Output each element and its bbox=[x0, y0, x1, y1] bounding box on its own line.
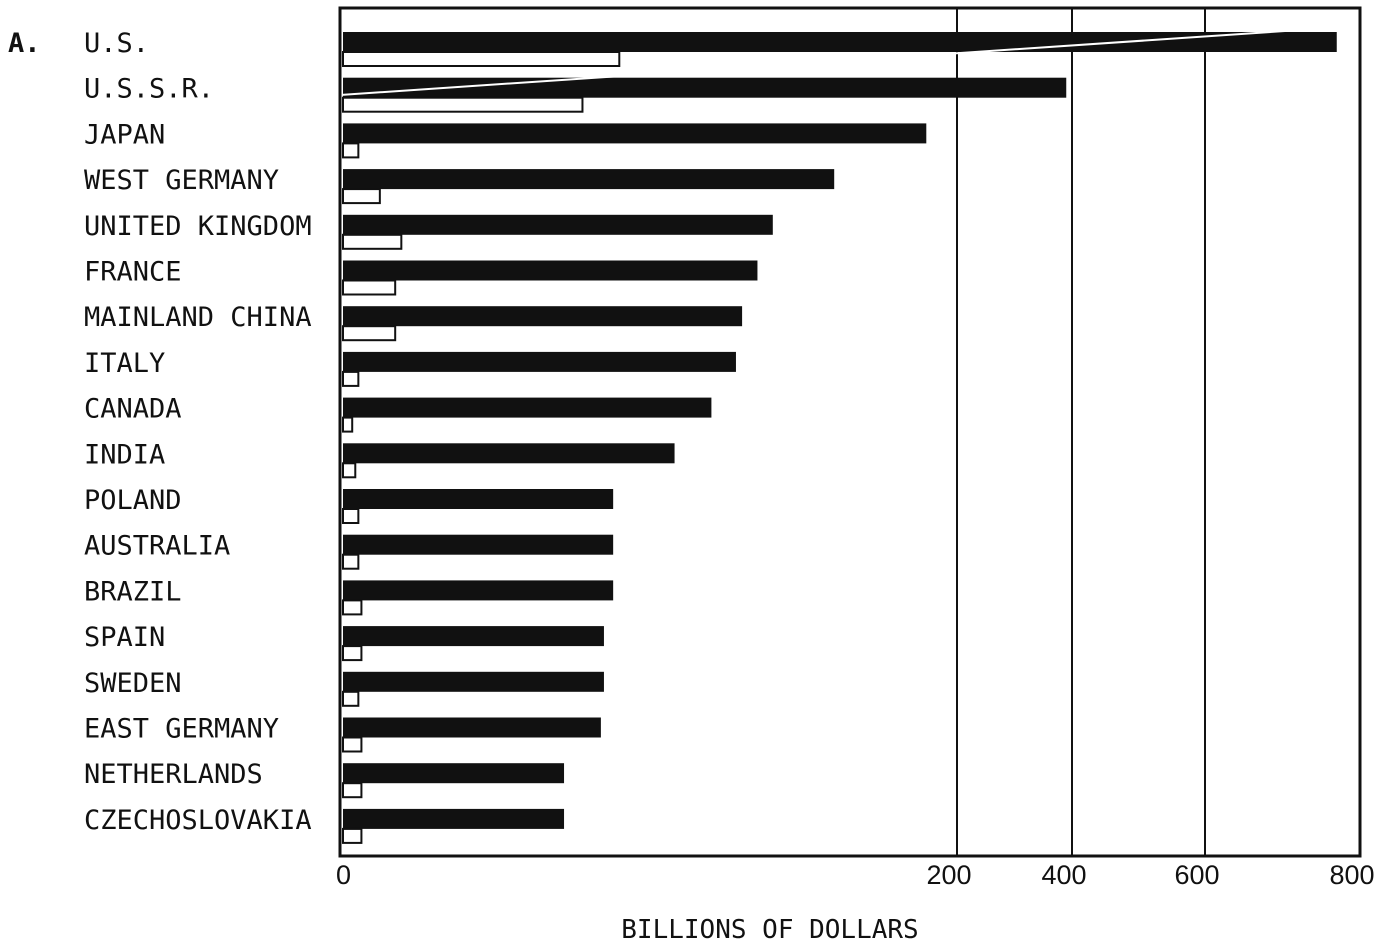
x-axis-label: BILLIONS OF DOLLARS bbox=[621, 915, 918, 944]
x-tick-600: 600 bbox=[1174, 860, 1219, 890]
category-label: SPAIN bbox=[84, 622, 165, 653]
category-label: SWEDEN bbox=[84, 668, 182, 699]
bar-outline bbox=[342, 416, 354, 433]
bar-solid bbox=[343, 169, 835, 190]
panel-label: A. bbox=[8, 28, 41, 59]
bar-solid bbox=[343, 580, 614, 601]
category-label: UNITED KINGDOM bbox=[84, 211, 312, 242]
bar-solid bbox=[343, 489, 614, 509]
category-label: WEST GERMANY bbox=[84, 165, 279, 196]
category-label: CZECHOSLOVAKIA bbox=[84, 805, 312, 836]
category-label: MAINLAND CHINA bbox=[84, 302, 312, 333]
bars-group bbox=[339, 29, 1337, 844]
category-label: ITALY bbox=[84, 348, 165, 379]
bar-outline bbox=[342, 96, 584, 113]
bar-outline bbox=[342, 51, 621, 67]
category-label: POLAND bbox=[84, 485, 182, 516]
category-label: JAPAN bbox=[84, 119, 165, 150]
category-label: INDIA bbox=[84, 439, 165, 470]
category-label: EAST GERMANY bbox=[84, 714, 279, 745]
bar-outline bbox=[342, 690, 360, 707]
grid-lines bbox=[956, 8, 1206, 856]
bar-outline bbox=[342, 736, 363, 753]
bar-outline bbox=[342, 188, 381, 205]
bar-solid bbox=[343, 260, 758, 281]
bar-outline bbox=[342, 782, 363, 799]
bar-solid bbox=[343, 534, 614, 555]
category-label: U.S.S.R. bbox=[84, 74, 214, 105]
bar-solid bbox=[343, 123, 927, 144]
category-label: CANADA bbox=[84, 394, 182, 425]
x-tick-800: 800 bbox=[1329, 860, 1374, 890]
category-label: BRAZIL bbox=[84, 576, 182, 607]
bar-solid bbox=[343, 351, 736, 372]
plot-frame bbox=[338, 6, 1362, 858]
bar-solid bbox=[343, 808, 565, 829]
x-tick-200: 200 bbox=[926, 860, 971, 890]
bar-solid bbox=[343, 717, 601, 738]
x-tick-0: 0 bbox=[336, 860, 351, 890]
bar-solid bbox=[343, 626, 604, 647]
scan-line bbox=[339, 29, 1301, 96]
bar-solid bbox=[343, 671, 604, 692]
bar-outline bbox=[342, 508, 360, 524]
bar-outline bbox=[342, 142, 360, 159]
bar-outline bbox=[342, 279, 397, 296]
category-labels: U.S. U.S.S.R. JAPAN WEST GERMANY UNITED KING… bbox=[84, 28, 312, 836]
category-label: U.S. bbox=[84, 28, 149, 59]
bar-outline bbox=[342, 827, 363, 844]
bar-solid bbox=[343, 763, 565, 784]
bar-outline bbox=[342, 645, 363, 662]
x-tick-400: 400 bbox=[1041, 860, 1086, 890]
bar-outline bbox=[342, 599, 363, 616]
bar-outline bbox=[342, 370, 360, 387]
bar-solid bbox=[343, 32, 1337, 52]
bar-outline bbox=[342, 325, 397, 342]
bar-outline bbox=[342, 233, 403, 250]
bar-solid bbox=[343, 214, 773, 235]
category-label: NETHERLANDS bbox=[84, 759, 263, 790]
category-label: FRANCE bbox=[84, 257, 182, 288]
bar-solid bbox=[343, 397, 712, 418]
bar-outline bbox=[342, 462, 357, 479]
bar-solid bbox=[343, 443, 675, 464]
bar-solid bbox=[343, 306, 743, 327]
x-tick-labels: 0 200 400 600 800 bbox=[336, 860, 1375, 890]
category-label: AUSTRALIA bbox=[84, 531, 230, 562]
bar-outline bbox=[342, 553, 360, 570]
